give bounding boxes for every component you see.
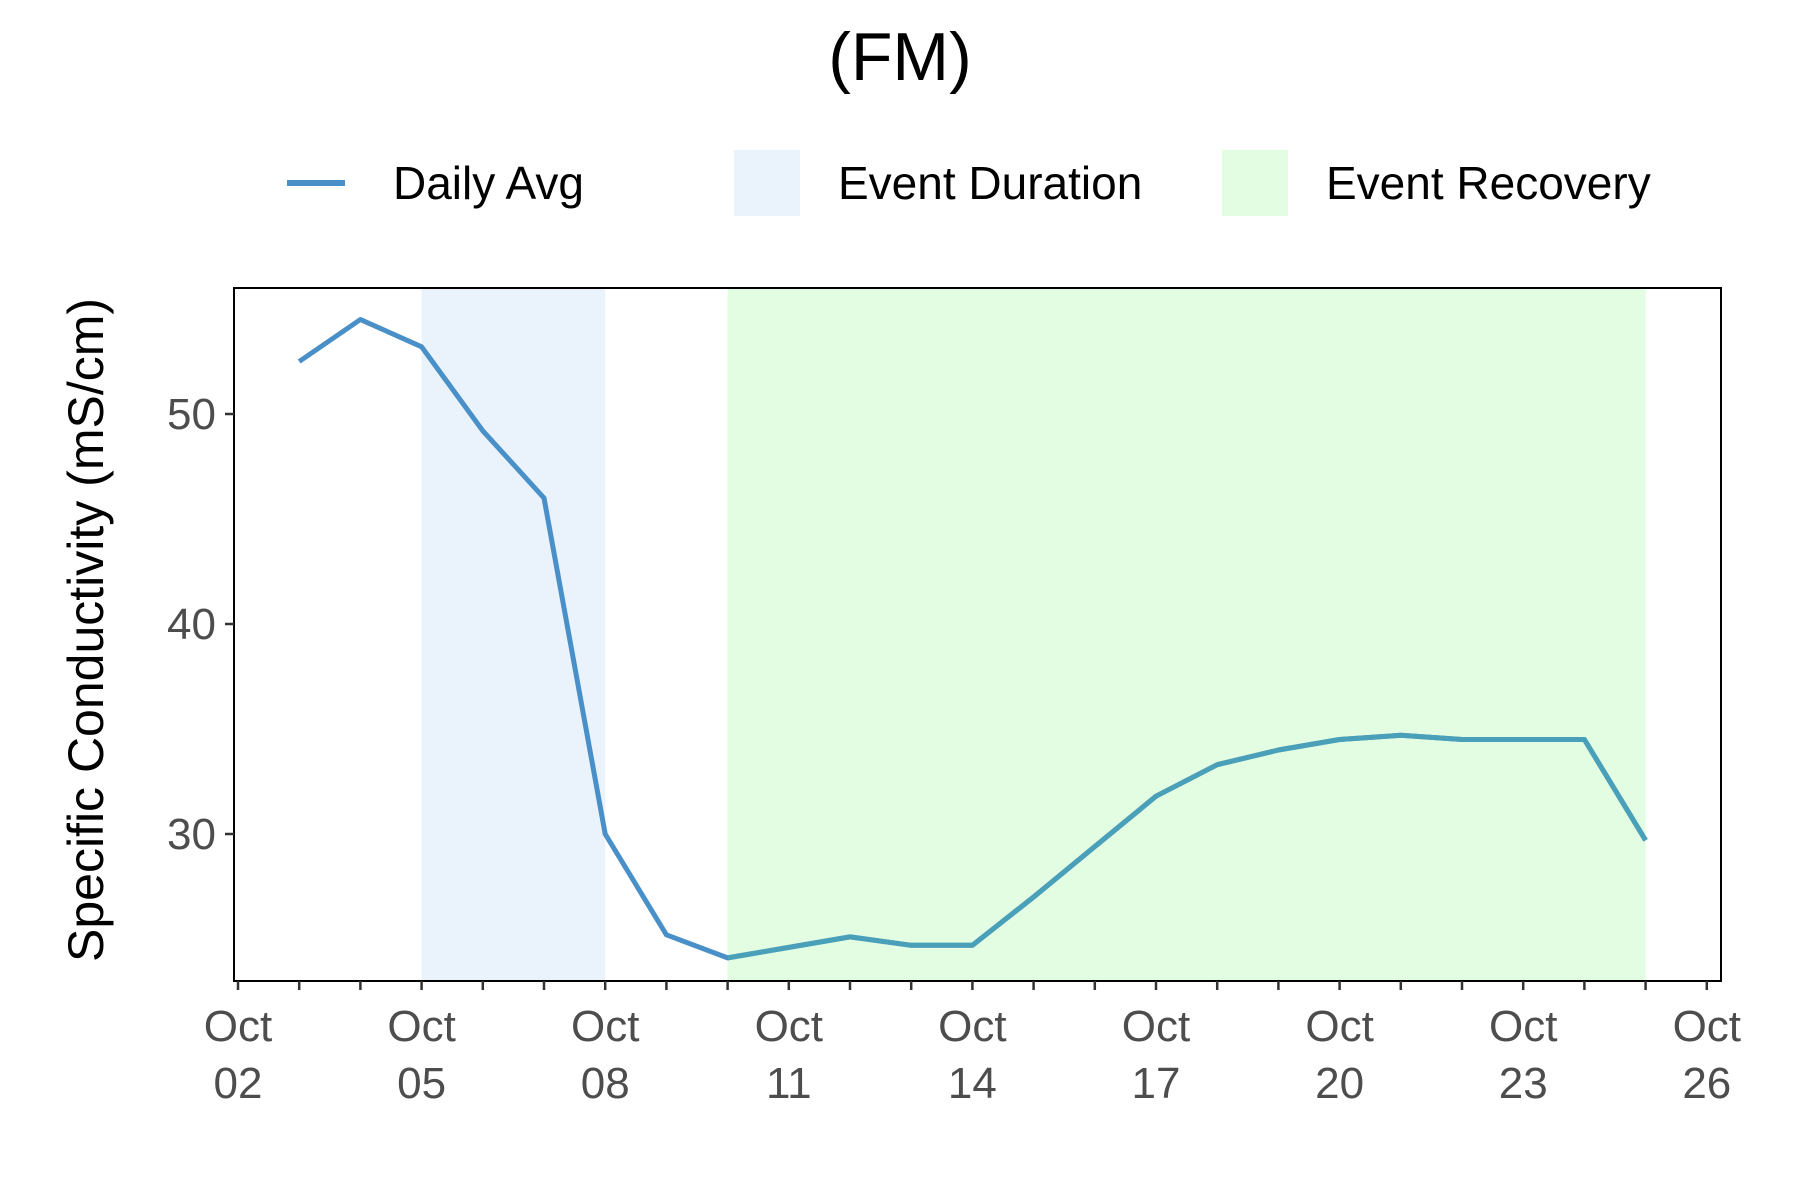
x-tick-label: Oct 08 — [571, 1002, 639, 1108]
x-tick-label: Oct 05 — [387, 1002, 455, 1108]
legend-swatch-duration-icon — [734, 150, 800, 216]
y-tick-label: 30 — [167, 810, 216, 859]
event-recovery-band — [727, 288, 1646, 981]
legend-item-event-duration: Event Duration — [734, 148, 1142, 218]
legend-line-icon — [287, 180, 345, 186]
plot-border — [233, 287, 1722, 982]
legend: Daily Avg Event Duration Event Recovery — [0, 148, 1800, 218]
x-tick-label: Oct 20 — [1305, 1002, 1373, 1108]
chart-title: (FM) — [828, 19, 972, 95]
legend-label-daily-avg: Daily Avg — [393, 157, 584, 209]
x-tick-label: Oct 11 — [755, 1002, 823, 1108]
legend-item-event-recovery: Event Recovery — [1222, 148, 1651, 218]
x-tick-label: Oct 23 — [1489, 1002, 1557, 1108]
x-tick-label: Oct 26 — [1673, 1002, 1741, 1108]
legend-label-event-recovery: Event Recovery — [1326, 157, 1651, 209]
legend-label-event-duration: Event Duration — [838, 157, 1143, 209]
x-tick-label: Oct 02 — [204, 1002, 272, 1108]
x-tick-label: Oct 14 — [938, 1002, 1006, 1108]
legend-swatch-recovery-icon — [1222, 150, 1288, 216]
series-line-daily-avg-recovery-segment — [727, 732, 1648, 961]
event-duration-band — [421, 288, 606, 981]
x-tick-label: Oct 17 — [1122, 1002, 1190, 1108]
y-tick-label: 50 — [167, 390, 216, 439]
y-tick-label: 40 — [167, 600, 216, 649]
legend-item-daily-avg: Daily Avg — [287, 148, 584, 218]
